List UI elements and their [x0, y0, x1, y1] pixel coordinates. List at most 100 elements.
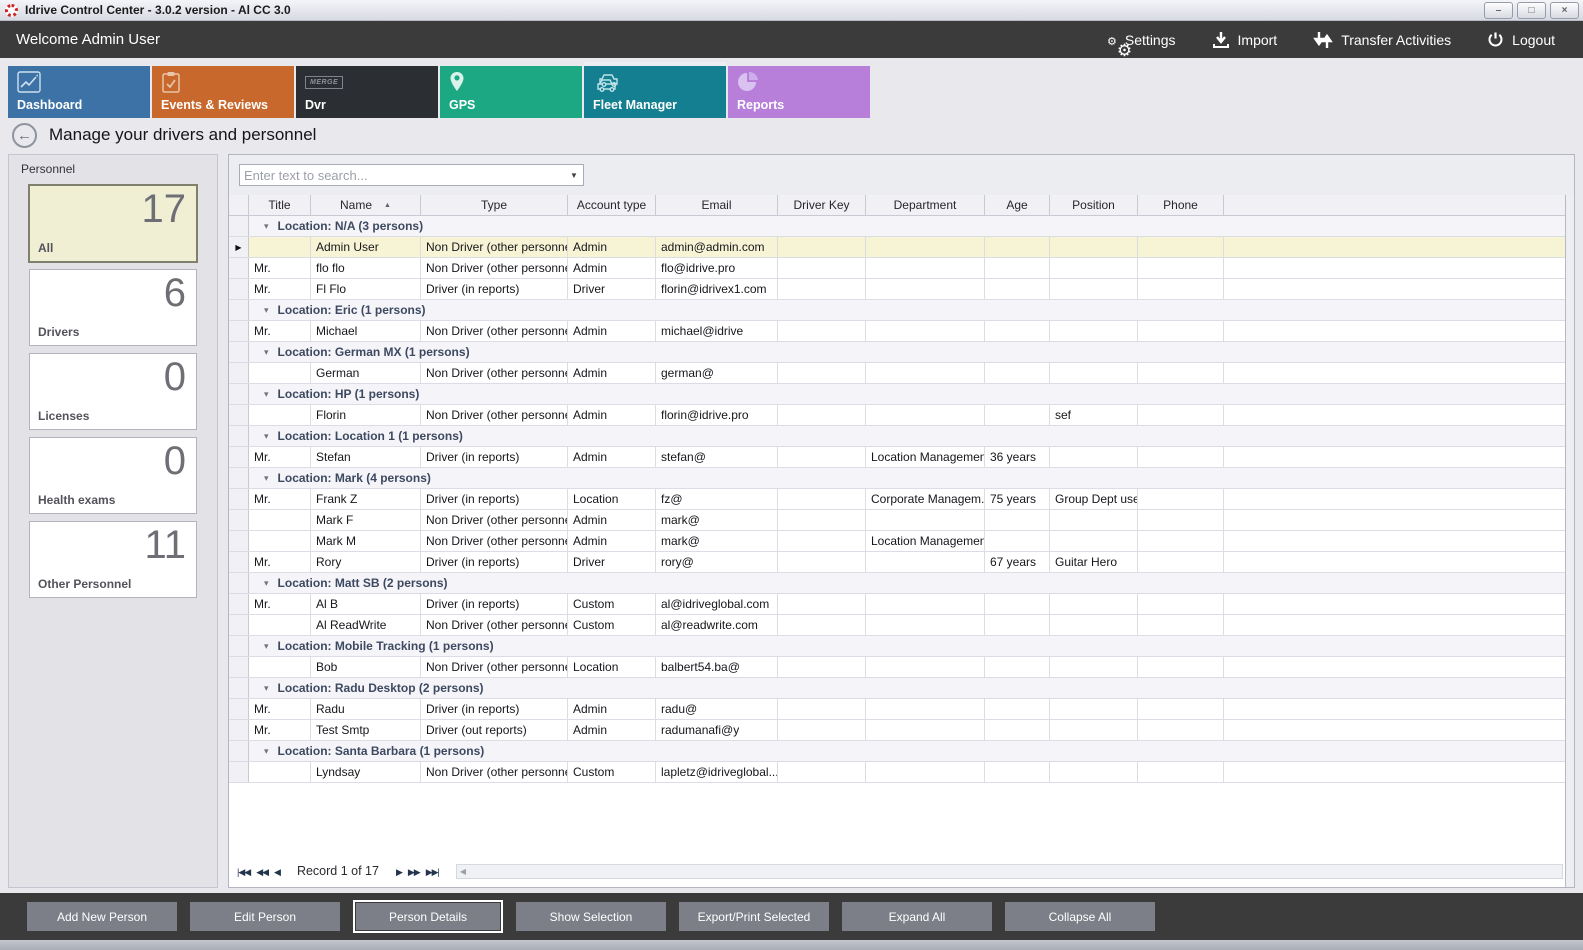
table-row[interactable]: Lyndsay Non Driver (other personnel) Custo… [229, 762, 1565, 783]
nav-last-button[interactable]: ▶▶| [425, 867, 440, 877]
cell-title [249, 531, 311, 551]
column-header-email[interactable]: Email [656, 195, 778, 215]
column-header-phone[interactable]: Phone [1138, 195, 1224, 215]
row-indicator-cell [229, 657, 249, 677]
minimize-button[interactable]: – [1484, 1, 1513, 19]
personnel-card-drivers[interactable]: 6 Drivers [29, 269, 197, 346]
collapse-caret-icon[interactable]: ▾ [264, 745, 269, 756]
person-details-button[interactable]: Person Details [353, 900, 503, 933]
top-action-import[interactable]: Import [1212, 31, 1277, 49]
nav-next-button[interactable]: ▶ [395, 867, 403, 877]
top-action-transfer-activities[interactable]: Transfer Activities [1313, 30, 1451, 50]
cell-title [249, 762, 311, 782]
personnel-card-licenses[interactable]: 0 Licenses [29, 353, 197, 430]
expand-all-button[interactable]: Expand All [842, 902, 992, 931]
cell-title [249, 237, 311, 257]
column-header-account-type[interactable]: Account type [568, 195, 656, 215]
personnel-card-health-exams[interactable]: 0 Health exams [29, 437, 197, 514]
top-action-settings[interactable]: ⚙ ⚙ Settings [1107, 31, 1176, 60]
column-header-department[interactable]: Department [866, 195, 985, 215]
collapse-caret-icon[interactable]: ▾ [264, 472, 269, 483]
group-row[interactable]: ▾ Location: Radu Desktop (2 persons) [229, 678, 1565, 699]
top-action-label: Logout [1512, 31, 1555, 48]
table-row[interactable]: Mr. Radu Driver (in reports) Admin radu@ [229, 699, 1565, 720]
top-action-logout[interactable]: Logout [1487, 31, 1555, 48]
horizontal-scrollbar[interactable]: ◀ [455, 863, 1563, 879]
add-new-person-button[interactable]: Add New Person [27, 902, 177, 931]
hscroll-left-icon[interactable]: ◀ [459, 866, 467, 876]
table-row[interactable]: Mr. Rory Driver (in reports) Driver rory@ 67 … [229, 552, 1565, 573]
group-row[interactable]: ▾ Location: Location 1 (1 persons) [229, 426, 1565, 447]
table-row[interactable]: Bob Non Driver (other personnel) Location b… [229, 657, 1565, 678]
cell-driver_key [778, 720, 866, 740]
cell-position [1050, 657, 1138, 677]
table-row[interactable]: ▶ Admin User Non Driver (other personnel) A… [229, 237, 1565, 258]
cell-title: Mr. [249, 279, 311, 299]
table-row[interactable]: Mr. Test Smtp Driver (out reports) Admin rad… [229, 720, 1565, 741]
cell-name: Stefan [311, 447, 421, 467]
maximize-button[interactable]: □ [1517, 1, 1546, 19]
show-selection-button[interactable]: Show Selection [516, 902, 666, 931]
table-row[interactable]: Mr. Fl Flo Driver (in reports) Driver florin… [229, 279, 1565, 300]
tile-dashboard[interactable]: Dashboard [8, 66, 150, 118]
nav-prev-button[interactable]: ◀ [274, 867, 281, 877]
collapse-caret-icon[interactable]: ▾ [264, 388, 269, 399]
group-row[interactable]: ▾ Location: German MX (1 persons) [229, 342, 1565, 363]
table-row[interactable]: Mr. Stefan Driver (in reports) Admin stefan@… [229, 447, 1565, 468]
collapse-all-button[interactable]: Collapse All [1005, 902, 1155, 931]
export-print-selected-button[interactable]: Export/Print Selected [679, 902, 829, 931]
tile-events-reviews[interactable]: Events & Reviews [152, 66, 294, 118]
cell-email: stefan@ [656, 447, 778, 467]
collapse-caret-icon[interactable]: ▾ [264, 430, 269, 441]
table-row[interactable]: Mr. Al B Driver (in reports) Custom al@idriv… [229, 594, 1565, 615]
vertical-scrollbar[interactable] [1565, 195, 1574, 887]
column-header-title[interactable]: Title [249, 195, 311, 215]
table-row[interactable]: Mark M Non Driver (other personnel) Admin m… [229, 531, 1565, 552]
cell-age [985, 279, 1050, 299]
table-row[interactable]: Mr. Michael Non Driver (other personnel) Ad… [229, 321, 1565, 342]
table-row[interactable]: Mark F Non Driver (other personnel) Admin m… [229, 510, 1565, 531]
group-row[interactable]: ▾ Location: Mobile Tracking (1 persons) [229, 636, 1565, 657]
group-row[interactable]: ▾ Location: Eric (1 persons) [229, 300, 1565, 321]
table-row[interactable]: Mr. flo flo Non Driver (other personnel) Ad… [229, 258, 1565, 279]
back-button[interactable]: ← [12, 122, 37, 148]
search-dropdown-icon[interactable]: ▼ [570, 170, 578, 180]
close-button[interactable]: × [1550, 1, 1579, 19]
table-row[interactable]: German Non Driver (other personnel) Admin g… [229, 363, 1565, 384]
group-row[interactable]: ▾ Location: Santa Barbara (1 persons) [229, 741, 1565, 762]
collapse-caret-icon[interactable]: ▾ [264, 220, 269, 231]
collapse-caret-icon[interactable]: ▾ [264, 640, 269, 651]
group-row[interactable]: ▾ Location: Matt SB (2 persons) [229, 573, 1565, 594]
column-header-name[interactable]: Name ▲ [311, 195, 421, 215]
tile-fleet-manager[interactable]: Fleet Manager [584, 62, 726, 118]
group-row[interactable]: ▾ Location: N/A (3 persons) [229, 216, 1565, 237]
collapse-caret-icon[interactable]: ▾ [264, 682, 269, 693]
nav-first-button[interactable]: |◀◀ [237, 867, 251, 877]
table-row[interactable]: Al ReadWrite Non Driver (other personnel)… [229, 615, 1565, 636]
collapse-caret-icon[interactable]: ▾ [264, 304, 269, 315]
group-row[interactable]: ▾ Location: HP (1 persons) [229, 384, 1565, 405]
personnel-card-other-personnel[interactable]: 11 Other Personnel [29, 521, 197, 598]
tile-gps[interactable]: GPS [440, 66, 582, 118]
column-header-type[interactable]: Type [421, 195, 568, 215]
table-row[interactable]: Mr. Frank Z Driver (in reports) Location fz@… [229, 489, 1565, 510]
edit-person-button[interactable]: Edit Person [190, 902, 340, 931]
cell-title: Mr. [249, 720, 311, 740]
nav-prev-page-button[interactable]: ◀◀ [256, 867, 269, 877]
search-input[interactable] [240, 167, 565, 183]
table-row[interactable]: Florin Non Driver (other personnel) Admin f… [229, 405, 1565, 426]
collapse-caret-icon[interactable]: ▾ [264, 577, 269, 588]
column-header-position[interactable]: Position [1050, 195, 1138, 215]
cell-age [985, 720, 1050, 740]
merge-badge-icon: MERGE [305, 76, 344, 89]
collapse-caret-icon[interactable]: ▾ [264, 346, 269, 357]
column-header-age[interactable]: Age [985, 195, 1050, 215]
group-row[interactable]: ▾ Location: Mark (4 persons) [229, 468, 1565, 489]
tile-dvr[interactable]: MERGE Dvr [296, 66, 438, 118]
group-label: Location: German MX (1 persons) [277, 345, 470, 359]
tile-reports[interactable]: Reports [728, 66, 870, 118]
tile-label: Dashboard [17, 98, 83, 112]
personnel-card-all[interactable]: 17 All [29, 185, 197, 262]
column-header-driver-key[interactable]: Driver Key [778, 195, 866, 215]
nav-next-page-button[interactable]: ▶▶ [407, 867, 421, 877]
